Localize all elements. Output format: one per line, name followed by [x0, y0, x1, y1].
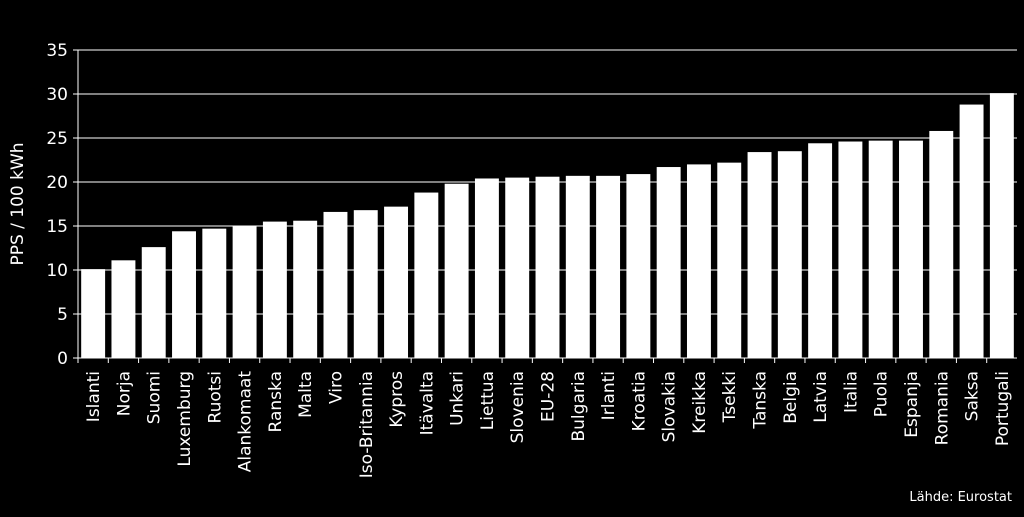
x-tick-label: EU-28 [539, 371, 559, 422]
bar-alankomaat [232, 226, 257, 358]
bar-kreikka [686, 164, 711, 358]
x-tick-label: Ranska [266, 371, 286, 432]
x-tick-label: Islanti [84, 371, 104, 422]
x-tick-label: Slovenia [508, 371, 528, 443]
bar-iso-britannia [353, 210, 378, 358]
x-tick-label: Suomi [145, 371, 165, 424]
bar-malta [293, 220, 318, 358]
bar-liettua [474, 178, 499, 358]
y-tick-label: 5 [57, 305, 68, 325]
x-tick-label: Liettua [478, 371, 498, 430]
x-tick-label: Espanja [902, 371, 922, 438]
x-tick-label: Portugali [993, 371, 1013, 446]
x-tick-label: Italia [841, 371, 861, 413]
bar-tanska [747, 152, 772, 358]
x-tick-label: Slovakia [660, 371, 680, 442]
y-tick-label: 10 [46, 261, 68, 281]
bar-slovakia [656, 167, 681, 358]
bar-romania [929, 130, 954, 358]
x-tick-label: Kypros [387, 371, 407, 428]
bar-norja [111, 260, 136, 358]
bar-italia [838, 141, 863, 358]
x-tick-label: Viro [326, 371, 346, 404]
x-tick-label: Tanska [751, 371, 771, 430]
bar-irlanti [596, 175, 621, 358]
y-axis-label: PPS / 100 kWh [8, 142, 28, 265]
bar-portugali [989, 93, 1014, 359]
x-tick-label: Puola [872, 371, 892, 417]
bar-eu-28 [535, 176, 560, 358]
x-tick-label: Iso-Britannia [357, 371, 377, 478]
y-tick-label: 20 [46, 173, 68, 193]
y-tick-label: 0 [57, 349, 68, 369]
bar-ruotsi [202, 228, 227, 358]
bar-kypros [384, 206, 409, 358]
y-tick-label: 30 [46, 85, 68, 105]
x-tick-label: Latvia [811, 371, 831, 423]
bar-unkari [444, 183, 469, 358]
bar-espanja [899, 140, 923, 358]
x-tick-label: Unkari [448, 371, 468, 426]
x-tick-label: Alankomaat [236, 371, 256, 473]
x-tick-label: Norja [114, 371, 134, 416]
x-tick-label: Malta [296, 371, 316, 418]
bar-saksa [959, 104, 984, 358]
bar-bulgaria [565, 175, 590, 358]
bar-itävalta [414, 192, 439, 358]
x-tick-label: Itävalta [417, 371, 437, 435]
x-tick-label: Luxemburg [175, 371, 195, 467]
x-tick-label: Saksa [963, 371, 983, 421]
x-tick-label: Tsekki [720, 371, 740, 423]
x-tick-label: Belgia [781, 371, 801, 424]
x-tick-label: Ruotsi [205, 371, 225, 423]
bar-luxemburg [172, 231, 196, 358]
bar-belgia [777, 151, 802, 358]
y-tick-label: 15 [46, 217, 68, 237]
bar-puola [868, 140, 893, 358]
bar-tsekki [717, 162, 742, 358]
x-tick-label: Kreikka [690, 371, 710, 434]
x-tick-label: Irlanti [599, 371, 619, 420]
bar-viro [323, 211, 348, 358]
x-tick-label: Bulgaria [569, 371, 589, 442]
bar-suomi [141, 247, 166, 358]
bar-latvia [808, 143, 833, 358]
source-note: Lähde: Eurostat [909, 490, 1012, 505]
bar-slovenia [505, 177, 530, 358]
bar-ranska [262, 221, 287, 358]
y-tick-label: 25 [46, 129, 68, 149]
x-tick-label: Romania [932, 371, 952, 445]
x-tick-label: Kroatia [629, 371, 649, 431]
bar-kroatia [626, 174, 651, 358]
bar-islanti [81, 269, 106, 358]
y-tick-label: 35 [46, 41, 68, 61]
